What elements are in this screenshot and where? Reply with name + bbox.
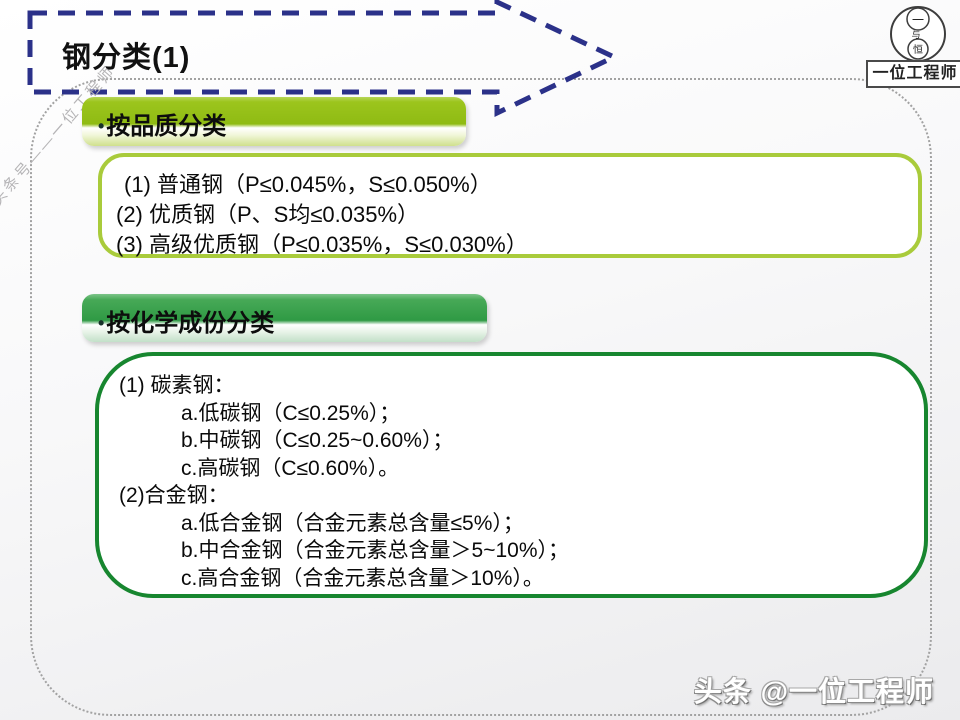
composition-classification-box: (1) 碳素钢： a.低碳钢（C≤0.25%）； b.中碳钢（C≤0.25~0.… — [95, 352, 928, 598]
bullet-icon: • — [98, 313, 105, 333]
composition-line-5: (2)合金钢： — [119, 484, 229, 507]
logo-circle-bottom-char: 恒 — [913, 43, 923, 56]
section-header-composition: •按化学成份分类 — [82, 294, 487, 342]
content-dotted-border — [30, 78, 932, 716]
quality-line-3: (3) 高级优质钢（P≤0.035%，S≤0.030%） — [116, 232, 528, 257]
composition-line-8: c.高合金钢（合金元素总含量＞10%）。 — [181, 566, 544, 590]
composition-line-6: a.低合金钢（合金元素总含量≤5%）； — [181, 511, 524, 535]
quality-classification-box: (1) 普通钢（P≤0.045%，S≤0.050%） (2) 优质钢（P、S均≤… — [98, 153, 922, 258]
composition-line-2: a.低碳钢（C≤0.25%）； — [181, 401, 401, 425]
bullet-icon: • — [98, 116, 105, 136]
section-header-quality-label: 按品质分类 — [106, 113, 227, 140]
composition-line-4: c.高碳钢（C≤0.60%）。 — [181, 456, 400, 480]
logo-circle-top-char: 一 — [912, 13, 924, 27]
arrow-path — [27, 0, 620, 117]
section-header-composition-label: 按化学成份分类 — [106, 310, 275, 337]
quality-line-1: (1) 普通钢（P≤0.045%，S≤0.050%） — [124, 172, 492, 197]
logo-circle-mid-char: 与 — [911, 30, 920, 40]
section-header-composition-text: •按化学成份分类 — [98, 303, 274, 338]
title-arrow-outline — [27, 0, 620, 117]
quality-line-2: (2) 优质钢（P、S均≤0.035%） — [116, 202, 420, 227]
composition-line-7: b.中合金钢（合金元素总含量＞5~10%）； — [181, 539, 569, 562]
composition-line-1: (1) 碳素钢： — [119, 374, 235, 397]
page-title: 钢分类(1) — [62, 42, 191, 74]
section-header-quality: •按品质分类 — [82, 97, 466, 146]
section-header-quality-text: •按品质分类 — [98, 106, 226, 141]
logo-label: 一位工程师 — [866, 60, 960, 88]
footer-credit: 头条 @一位工程师 — [693, 676, 934, 707]
logo-mark-icon: 一 与 恒 — [890, 6, 946, 62]
logo: 一 与 恒 一位工程师 — [866, 2, 960, 92]
composition-line-3: b.中碳钢（C≤0.25~0.60%）； — [181, 429, 454, 452]
